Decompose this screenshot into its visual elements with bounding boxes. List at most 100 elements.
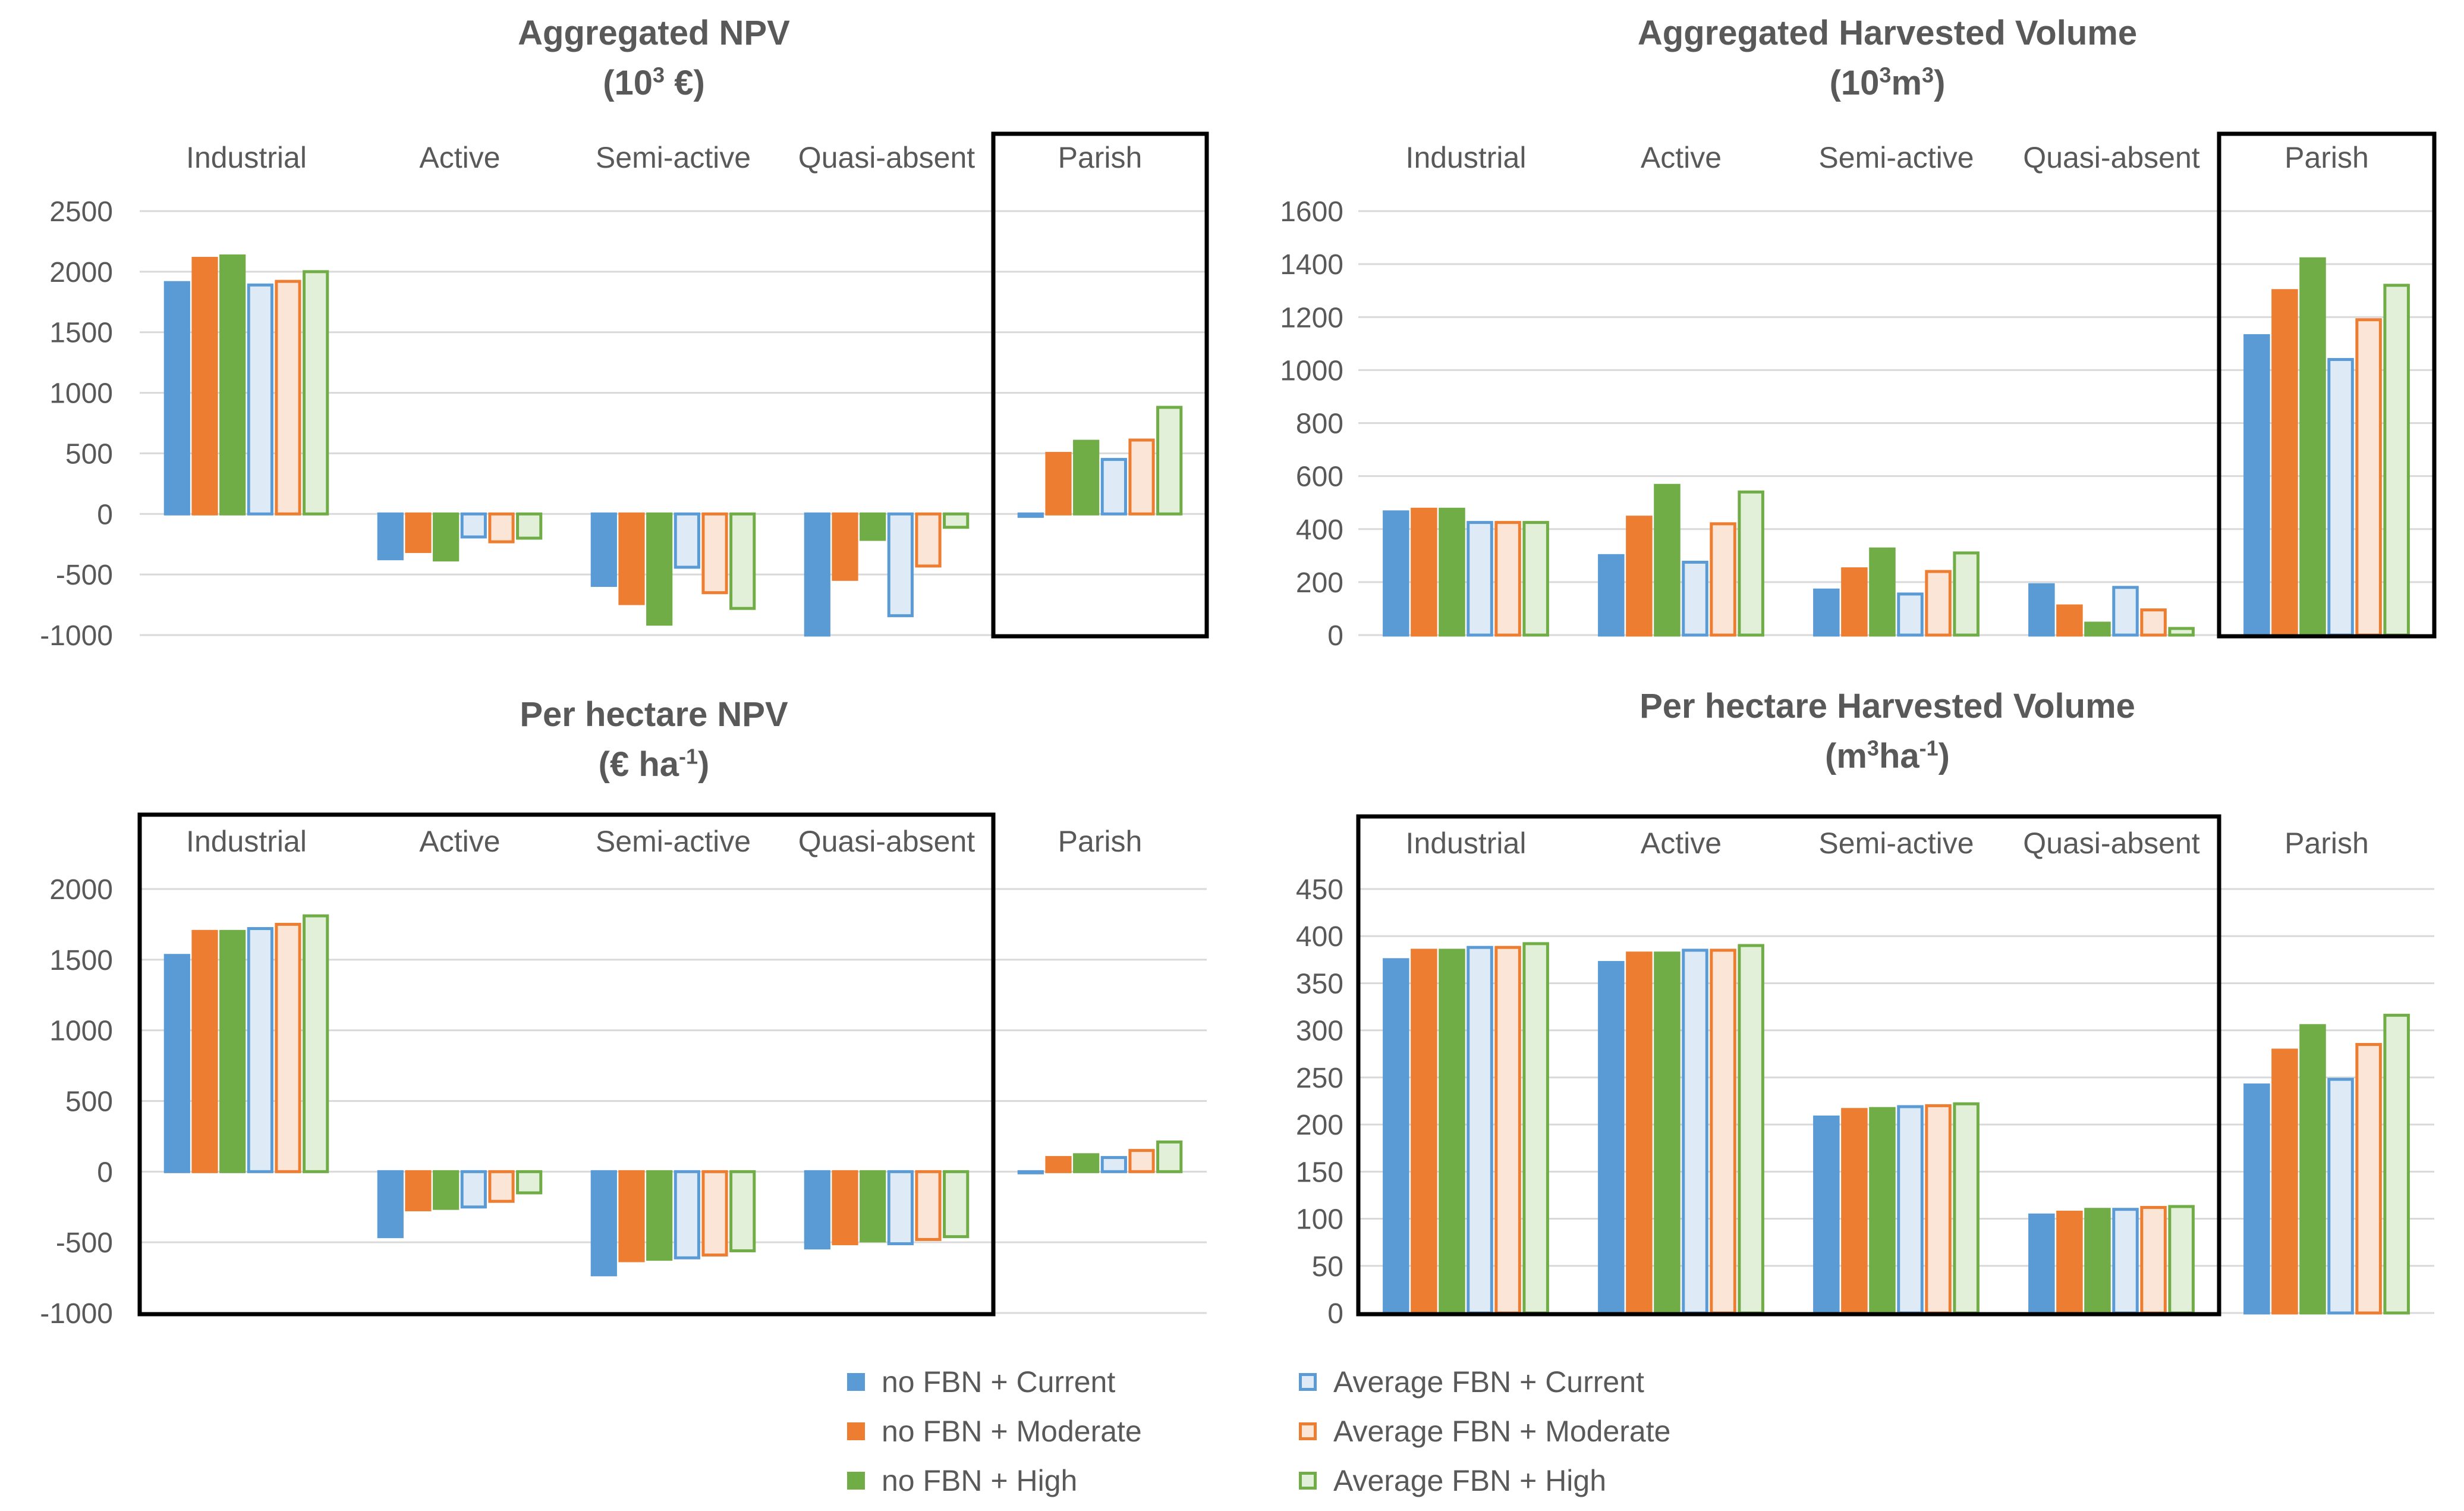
y-tick-label: 2000 — [49, 257, 113, 288]
title-line: Per hectare NPV — [520, 695, 788, 734]
bar — [2168, 627, 2195, 637]
bar — [1654, 483, 1681, 637]
category-label: Semi-active — [1818, 827, 1974, 860]
y-tick-label: 350 — [1296, 968, 1343, 1000]
title-line: Per hectare Harvested Volume — [1639, 687, 2135, 725]
bar — [1654, 951, 1681, 1315]
bar — [860, 512, 886, 541]
y-tick-label: 1600 — [1280, 196, 1343, 228]
legend-swatch — [1299, 1422, 1317, 1440]
bar — [804, 512, 830, 637]
highlight-box — [137, 812, 996, 1317]
bar — [1626, 951, 1653, 1315]
bar — [915, 1170, 942, 1241]
bar — [943, 1170, 970, 1239]
bar — [2084, 1208, 2111, 1315]
category-label: Semi-active — [596, 141, 751, 174]
y-tick-label: -1000 — [40, 1298, 113, 1330]
category-label: Industrial — [186, 825, 307, 858]
bar — [405, 1170, 432, 1212]
category-label: Semi-active — [596, 825, 751, 858]
bar — [832, 1170, 858, 1246]
bar — [943, 512, 970, 529]
bar — [1100, 458, 1127, 516]
y-tick-label: 1200 — [1280, 302, 1343, 334]
bar — [2140, 1206, 2167, 1315]
legend-item: Average FBN + Current — [1299, 1365, 1644, 1399]
bar — [191, 929, 218, 1173]
category-label: Active — [419, 825, 500, 858]
y-tick-label: 600 — [1296, 461, 1343, 493]
bar — [701, 512, 728, 595]
y-tick-label: 1400 — [1280, 249, 1343, 281]
legend-swatch — [1299, 1472, 1317, 1490]
bar — [1710, 948, 1736, 1315]
legend-item: no FBN + Current — [847, 1365, 1115, 1399]
y-tick-label: 450 — [1296, 874, 1343, 906]
y-tick-label: 1500 — [49, 318, 113, 349]
bar — [832, 512, 858, 581]
y-tick-label: 0 — [97, 499, 113, 530]
chart-aggregated-volume: 0 200 400 600 800 1000 1200 1400 1600 Industrial A… — [1280, 131, 2437, 652]
category-label: Industrial — [186, 141, 307, 174]
bar — [1045, 1156, 1072, 1173]
bar — [1953, 551, 1980, 637]
y-tick-label: 200 — [1296, 1110, 1343, 1141]
y-tick-label: 0 — [1327, 1298, 1343, 1330]
y-tick-label: 1000 — [49, 1016, 113, 1047]
y-tick-label: 300 — [1296, 1016, 1343, 1047]
chart-per-hectare-npv: -1000 -500 0 500 1000 1500 2000 Industrial Activ… — [40, 812, 1207, 1330]
bar — [1128, 438, 1155, 516]
bar — [1156, 1140, 1183, 1173]
legend-swatch — [847, 1373, 865, 1391]
bar — [2355, 1042, 2382, 1315]
bar — [1598, 961, 1625, 1315]
y-tick-label: 0 — [1327, 620, 1343, 652]
bar — [1383, 510, 1409, 637]
y-tick-label: -500 — [56, 560, 113, 591]
bar — [275, 922, 301, 1173]
bar — [2028, 583, 2055, 637]
bar — [460, 1170, 487, 1209]
highlight-box — [1356, 814, 2221, 1317]
bar — [1467, 521, 1493, 637]
bar — [674, 1170, 700, 1259]
bar — [1897, 1105, 1924, 1315]
bar — [2168, 1205, 2195, 1315]
y-tick-label: 2500 — [49, 196, 113, 228]
title-line: Aggregated NPV — [518, 14, 790, 52]
bar — [488, 512, 515, 544]
bar — [618, 1170, 645, 1262]
bar — [1411, 507, 1437, 637]
bar — [303, 914, 329, 1173]
bar — [2299, 1024, 2326, 1315]
bar — [887, 512, 914, 617]
legend-label: Average FBN + High — [1333, 1464, 1607, 1497]
bar — [1100, 1156, 1127, 1173]
bar — [1017, 512, 1044, 518]
y-tick-label: 400 — [1296, 921, 1343, 953]
bar — [646, 512, 673, 626]
bar — [1953, 1102, 1980, 1315]
bar — [729, 1170, 756, 1252]
y-tick-label: 250 — [1296, 1063, 1343, 1094]
highlight-box — [2217, 131, 2437, 639]
bar — [460, 512, 487, 539]
category-label: Quasi-absent — [2023, 141, 2199, 174]
bar — [1017, 1170, 1044, 1174]
bar — [1925, 1104, 1952, 1315]
legend-swatch — [847, 1422, 865, 1440]
bar — [2243, 1083, 2270, 1315]
legend-swatch — [847, 1472, 865, 1490]
bar — [1522, 521, 1549, 637]
bar — [433, 1170, 460, 1210]
bar — [516, 512, 543, 540]
y-tick-label: 100 — [1296, 1204, 1343, 1236]
bar — [1439, 948, 1465, 1315]
chart-per-hectare-volume: 0 50 100 150 200 250 300 350 400 450 Industrial Act… — [1296, 814, 2434, 1330]
bar — [860, 1170, 886, 1243]
y-tick-label: 50 — [1312, 1251, 1343, 1283]
bar — [1626, 516, 1653, 637]
bar — [247, 927, 273, 1173]
category-label: Active — [1641, 827, 1722, 860]
